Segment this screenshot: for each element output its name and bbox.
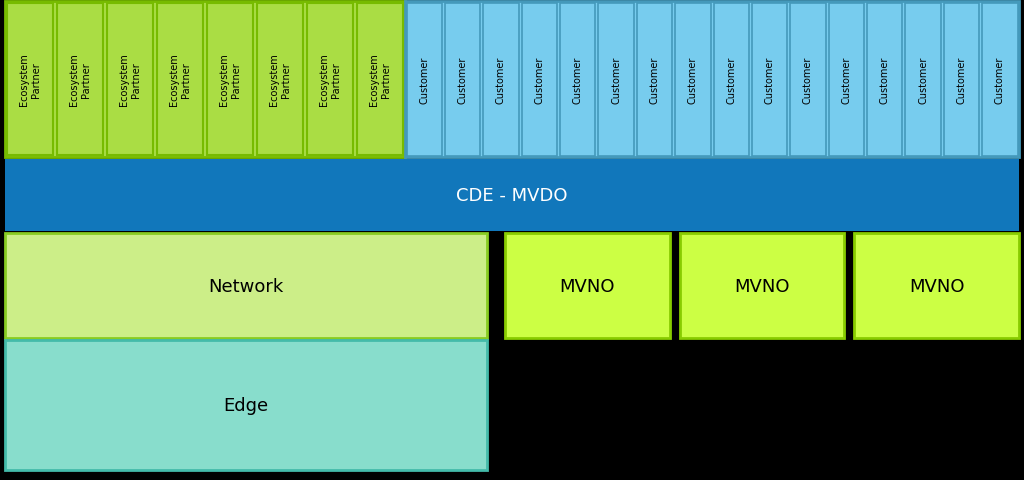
Text: Ecosystem
Partner: Ecosystem Partner xyxy=(19,53,41,106)
Text: Edge: Edge xyxy=(223,396,268,414)
Text: Customer: Customer xyxy=(572,56,583,104)
Text: Customer: Customer xyxy=(726,56,736,104)
Text: Network: Network xyxy=(208,277,284,295)
Bar xyxy=(752,3,787,156)
Text: Customer: Customer xyxy=(880,56,890,104)
Bar xyxy=(57,4,103,156)
Bar xyxy=(157,4,203,156)
Bar xyxy=(867,3,902,156)
Text: Customer: Customer xyxy=(535,56,545,104)
Text: Customer: Customer xyxy=(842,56,851,104)
Text: Customer: Customer xyxy=(611,56,622,104)
Bar xyxy=(307,4,353,156)
Bar xyxy=(5,2,406,157)
Text: Ecosystem
Partner: Ecosystem Partner xyxy=(269,53,291,106)
Text: Ecosystem
Partner: Ecosystem Partner xyxy=(119,53,141,106)
Bar xyxy=(5,233,487,338)
Text: Customer: Customer xyxy=(649,56,659,104)
Bar xyxy=(483,3,518,156)
Bar xyxy=(598,3,634,156)
Bar xyxy=(5,160,1019,231)
Text: Ecosystem
Partner: Ecosystem Partner xyxy=(70,53,91,106)
Text: Customer: Customer xyxy=(688,56,697,104)
Bar xyxy=(5,340,487,470)
Bar xyxy=(637,3,672,156)
Bar xyxy=(828,3,864,156)
Text: MVNO: MVNO xyxy=(559,277,615,295)
Bar xyxy=(680,233,845,338)
Bar xyxy=(106,4,153,156)
Bar xyxy=(905,3,941,156)
Bar xyxy=(406,2,1019,157)
Bar xyxy=(714,3,749,156)
Bar xyxy=(791,3,825,156)
Bar xyxy=(257,4,303,156)
Bar xyxy=(505,233,670,338)
Text: Customer: Customer xyxy=(458,56,468,104)
Text: CDE - MVDO: CDE - MVDO xyxy=(457,187,567,204)
Bar xyxy=(207,4,253,156)
Text: Customer: Customer xyxy=(956,56,967,104)
Bar xyxy=(407,3,442,156)
Bar xyxy=(675,3,711,156)
Bar xyxy=(444,3,480,156)
Text: Customer: Customer xyxy=(496,56,506,104)
Text: Ecosystem
Partner: Ecosystem Partner xyxy=(370,53,391,106)
Bar xyxy=(357,4,403,156)
Text: MVNO: MVNO xyxy=(909,277,965,295)
Text: Customer: Customer xyxy=(419,56,429,104)
Text: Customer: Customer xyxy=(919,56,928,104)
Text: Ecosystem
Partner: Ecosystem Partner xyxy=(219,53,241,106)
Text: MVNO: MVNO xyxy=(734,277,790,295)
Bar xyxy=(7,4,53,156)
Bar xyxy=(521,3,557,156)
Bar xyxy=(560,3,595,156)
Text: Ecosystem
Partner: Ecosystem Partner xyxy=(169,53,190,106)
Text: Customer: Customer xyxy=(803,56,813,104)
Text: Ecosystem
Partner: Ecosystem Partner xyxy=(319,53,341,106)
Text: Customer: Customer xyxy=(765,56,774,104)
Bar xyxy=(982,3,1018,156)
Bar xyxy=(854,233,1019,338)
Text: Customer: Customer xyxy=(994,56,1005,104)
Bar xyxy=(944,3,979,156)
